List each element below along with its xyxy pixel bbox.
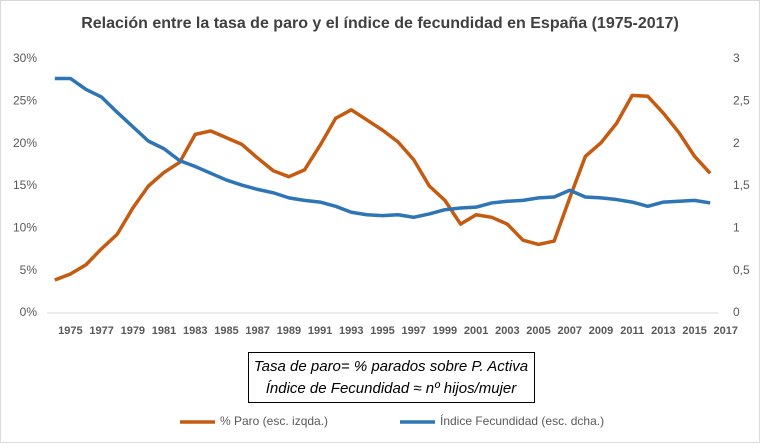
legend-label: Índice Fecundidad (esc. dcha.): [440, 413, 604, 428]
x-tick-label: 1981: [152, 325, 176, 337]
legend-label: % Paro (esc. izqda.): [220, 414, 328, 428]
annotation: Índice de Fecundidad ≈ nº hijos/mujer: [266, 380, 518, 397]
x-tick-label: 2009: [589, 325, 613, 337]
y-tick-label: 15%: [13, 178, 37, 192]
x-tick-label: 2015: [682, 325, 706, 337]
y2-tick-label: 1: [733, 221, 740, 235]
series-line: [54, 93, 712, 282]
x-tick-label: 1999: [433, 325, 457, 337]
x-tick-label: 1975: [58, 325, 82, 337]
x-tick-label: 1993: [339, 325, 363, 337]
annotation-box: [248, 352, 535, 403]
y2-tick-label: 0: [733, 305, 740, 319]
x-tick-label: 1977: [89, 325, 113, 337]
x-tick-label: 1995: [370, 325, 394, 337]
x-tick-label: 1997: [401, 325, 425, 337]
x-tick-label: 2007: [558, 325, 582, 337]
y-tick-label: 20%: [13, 136, 37, 150]
y2-tick-label: 1,5: [733, 178, 750, 192]
series-line: [54, 76, 711, 220]
y-tick-label: 30%: [13, 51, 37, 65]
x-tick-label: 1983: [183, 325, 207, 337]
y2-tick-label: 2,5: [733, 94, 750, 108]
x-tick-label: 1985: [214, 325, 238, 337]
x-tick-label: 1987: [245, 325, 269, 337]
y2-tick-label: 2: [733, 136, 740, 150]
y-tick-label: 25%: [13, 94, 37, 108]
x-tick-label: 1989: [277, 325, 301, 337]
x-tick-label: 1979: [121, 325, 145, 337]
annotation: Tasa de paro= % parados sobre P. Activa: [254, 358, 528, 375]
x-tick-label: 2017: [714, 325, 738, 337]
y-tick-label: 10%: [13, 221, 37, 235]
x-tick-label: 2013: [651, 325, 675, 337]
x-tick-label: 2005: [526, 325, 550, 337]
x-tick-label: 1991: [308, 325, 332, 337]
x-tick-label: 2003: [495, 325, 519, 337]
x-tick-label: 2001: [464, 325, 488, 337]
chart-title: Relación entre la tasa de paro y el índi…: [81, 15, 679, 32]
y2-tick-label: 0,5: [733, 263, 750, 277]
y-tick-label: 0%: [20, 305, 38, 319]
y2-tick-label: 3: [733, 51, 740, 65]
y-tick-label: 5%: [20, 263, 38, 277]
x-tick-label: 2011: [620, 325, 644, 337]
